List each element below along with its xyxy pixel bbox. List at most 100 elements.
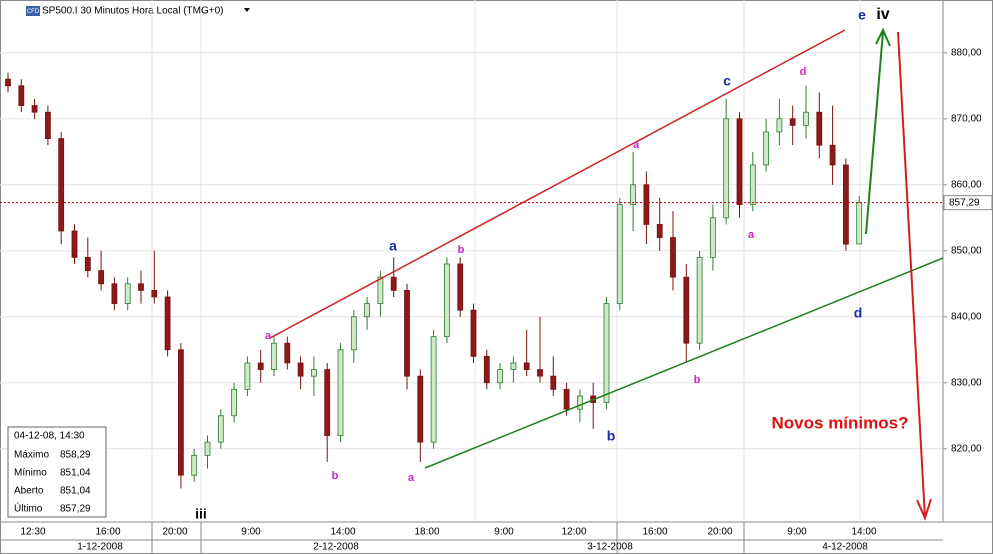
candle-body bbox=[696, 256, 703, 344]
x-time-label: 9:00 bbox=[787, 527, 807, 538]
badge-bg bbox=[26, 6, 40, 16]
y-tick-label: 880,00 bbox=[951, 47, 982, 58]
candle-body bbox=[31, 105, 38, 113]
candle-body bbox=[789, 118, 796, 126]
candle-body bbox=[763, 131, 769, 166]
arrow-up bbox=[865, 27, 891, 235]
x-time-label: 12:30 bbox=[20, 527, 45, 538]
candle-body bbox=[776, 118, 783, 133]
y-tick-label: 870,00 bbox=[951, 113, 982, 124]
x-date-label: 3-12-2008 bbox=[587, 542, 633, 553]
wave-label: b bbox=[607, 428, 616, 444]
candle-body bbox=[98, 270, 104, 285]
x-date-label: 1-12-2008 bbox=[77, 542, 123, 553]
info-key: Aberto bbox=[14, 486, 44, 497]
wave-label: a bbox=[748, 229, 755, 241]
candle-body bbox=[271, 342, 277, 370]
candle-body bbox=[350, 316, 357, 351]
candle-body bbox=[843, 164, 849, 245]
candle-body bbox=[71, 230, 78, 258]
wave-label: b bbox=[458, 244, 465, 256]
candle-body bbox=[151, 289, 158, 298]
badge: CFD bbox=[27, 9, 40, 15]
y-tick-label: 860,00 bbox=[951, 179, 982, 190]
last-price-label: 857,29 bbox=[949, 197, 980, 208]
candle-body bbox=[616, 204, 623, 304]
chart-title: SP500.I 30 Minutos Hora Local (TMG+0) bbox=[42, 6, 223, 17]
candle-body bbox=[177, 349, 184, 476]
x-date-label: 4-12-2008 bbox=[822, 542, 868, 553]
x-time-label: 9:00 bbox=[494, 527, 514, 538]
candle-body bbox=[643, 184, 650, 225]
info-key: Mínimo bbox=[14, 468, 47, 479]
candle-body bbox=[736, 118, 743, 205]
candle-body bbox=[124, 283, 131, 304]
candle-body bbox=[204, 441, 211, 456]
candle-body bbox=[417, 375, 424, 443]
candle-body bbox=[337, 349, 344, 436]
candle-body bbox=[430, 336, 437, 443]
x-time-label: 18:00 bbox=[414, 527, 439, 538]
candle-body bbox=[58, 138, 65, 232]
info-value: 851,04 bbox=[60, 468, 91, 479]
dropdown-icon[interactable] bbox=[244, 8, 250, 12]
arrow-down bbox=[897, 31, 932, 521]
candle-body bbox=[390, 276, 397, 291]
wave-label: a bbox=[408, 472, 415, 484]
candle-body bbox=[324, 369, 331, 436]
candle-body bbox=[470, 309, 477, 357]
candle-body bbox=[18, 85, 25, 106]
candle-body bbox=[231, 388, 238, 417]
y-tick-label: 820,00 bbox=[951, 443, 982, 454]
info-value: 851,04 bbox=[60, 486, 91, 497]
candle-body bbox=[550, 375, 557, 390]
candle-body bbox=[164, 296, 171, 351]
candle-body bbox=[377, 276, 384, 304]
x-time-label: 16:00 bbox=[642, 527, 667, 538]
candle-body bbox=[603, 303, 610, 403]
candle-body bbox=[310, 369, 317, 377]
candle-body bbox=[45, 111, 51, 139]
wave-label: a bbox=[633, 139, 640, 151]
candle-body bbox=[497, 369, 504, 384]
x-time-label: 16:00 bbox=[95, 527, 120, 538]
x-time-label: 20:00 bbox=[707, 527, 732, 538]
x-date-label: 2-12-2008 bbox=[313, 542, 359, 553]
candle-body bbox=[84, 256, 91, 271]
candle-body bbox=[297, 362, 304, 377]
candle-body bbox=[483, 355, 490, 384]
info-value: 857,29 bbox=[60, 504, 91, 515]
candle-body bbox=[284, 342, 291, 364]
candle-body bbox=[656, 223, 663, 238]
candle-body bbox=[710, 217, 716, 258]
channel-upper bbox=[269, 29, 846, 339]
candle-body bbox=[563, 388, 570, 410]
wave-label: iii bbox=[195, 506, 207, 522]
wave-label: c bbox=[723, 73, 731, 89]
wave-label: a bbox=[265, 330, 272, 342]
y-tick-label: 840,00 bbox=[951, 311, 982, 322]
candle-body bbox=[510, 362, 517, 370]
candle-body bbox=[749, 164, 756, 205]
candle-body bbox=[670, 237, 676, 278]
candle-body bbox=[364, 303, 371, 318]
info-key: Máximo bbox=[14, 450, 49, 461]
wave-label: e bbox=[858, 7, 866, 23]
candle-body bbox=[217, 415, 224, 443]
candle-body bbox=[257, 362, 264, 370]
x-time-label: 14:00 bbox=[330, 527, 355, 538]
candle-body bbox=[630, 184, 636, 205]
wave-label: d bbox=[800, 66, 807, 78]
info-box bbox=[7, 426, 107, 518]
x-time-label: 9:00 bbox=[241, 527, 261, 538]
y-tick-label: 830,00 bbox=[951, 377, 982, 388]
candle-body bbox=[191, 454, 198, 476]
candle-body bbox=[5, 78, 11, 87]
info-date: 04-12-08, 14:30 bbox=[14, 431, 85, 442]
x-time-label: 20:00 bbox=[162, 527, 187, 538]
wave-label: b bbox=[332, 470, 339, 482]
candle-body bbox=[457, 263, 464, 311]
candle-body bbox=[723, 118, 730, 219]
